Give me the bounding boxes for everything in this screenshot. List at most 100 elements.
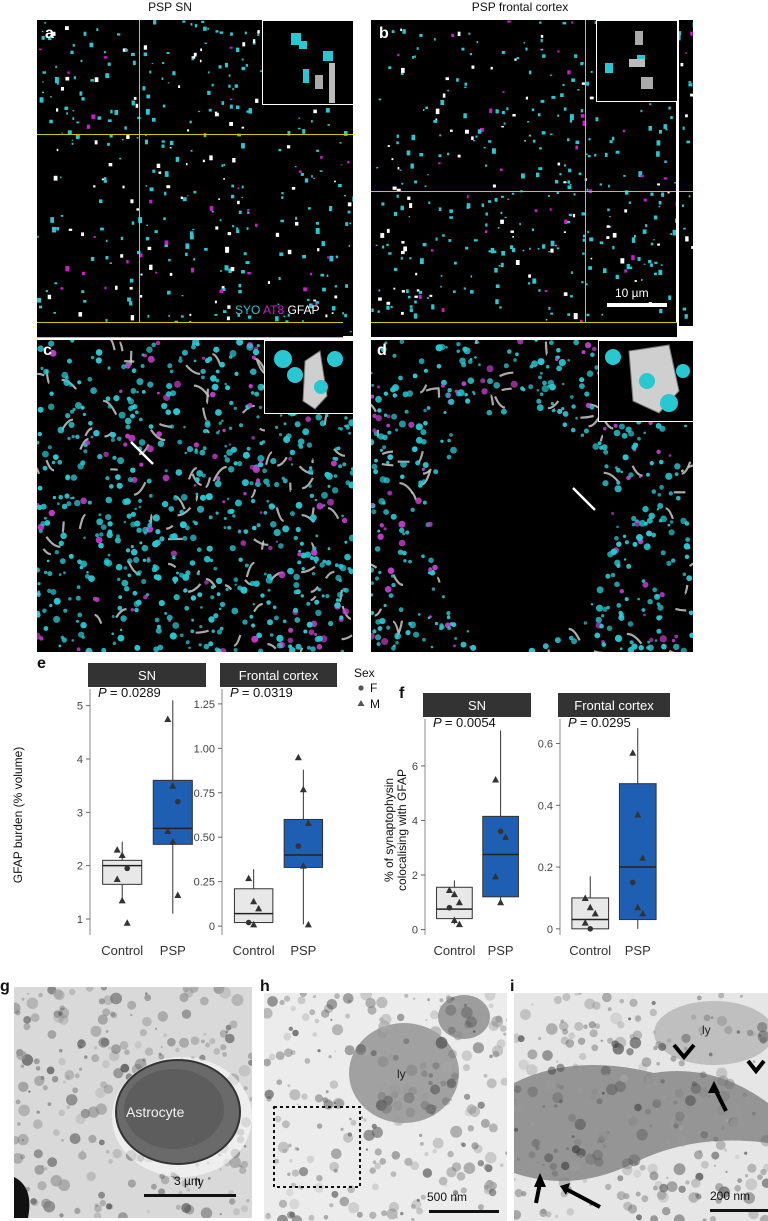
panel-i-em-texture <box>514 993 768 1221</box>
panel-d-arrow <box>572 487 596 511</box>
p-value-annotation: P = 0.0289 <box>98 685 161 700</box>
data-point-male <box>445 886 453 893</box>
data-point-female <box>446 904 453 911</box>
panel-c-surfaces <box>37 340 353 652</box>
y-tick-label: 0 <box>209 921 215 933</box>
facet-header <box>88 663 206 687</box>
y-tick-label: 5 <box>77 701 83 713</box>
scale-bar-b-label: 10 µm <box>615 286 649 300</box>
data-point-male <box>450 890 458 898</box>
panel-b-orthogonal-strip-bottom <box>371 322 677 337</box>
facet-label: SN <box>468 698 486 713</box>
panel-b-inset <box>596 20 678 102</box>
data-point-female <box>245 919 252 926</box>
p-value-annotation: P = 0.0295 <box>568 715 631 730</box>
panel-a-inset-content <box>291 33 335 103</box>
x-tick-label: Control <box>233 943 275 958</box>
box <box>102 859 143 885</box>
boxplot-1: SN 1 2 3 4 5 GFAP burden (% volume) P = 0.0289 C… <box>11 663 206 958</box>
y-tick-label: 0 <box>547 924 553 936</box>
panel-c-inset <box>264 340 353 414</box>
panel-label-d: d <box>377 342 387 359</box>
box <box>283 818 324 868</box>
column-title-psp-sn: PSP SN <box>148 0 192 14</box>
panel-h-em-texture <box>264 993 507 1221</box>
panel-label-f: f <box>399 685 405 702</box>
panel-h-em-image: ly 500 nm <box>264 993 507 1221</box>
panel-b-crosshair-v <box>585 20 586 326</box>
facet-label: Frontal cortex <box>239 668 319 683</box>
ly-label-i: ly <box>702 1023 711 1037</box>
panel-c-arrow <box>130 441 154 465</box>
data-point-female <box>497 828 504 835</box>
box <box>152 779 193 845</box>
data-point-male <box>294 753 302 761</box>
scale-bar-g-label: 3 µm <box>174 1174 201 1188</box>
data-point-male <box>169 782 177 789</box>
panel-g-em-texture <box>14 987 252 1218</box>
y-tick-label: 0.50 <box>194 832 215 844</box>
facet-label: Frontal cortex <box>574 698 654 713</box>
box <box>618 783 657 921</box>
x-tick-label: Control <box>101 943 143 958</box>
boxplot-2: Frontal cortex 0 0.25 0.50 0.75 1.00 1.25 P = 0… <box>194 663 337 958</box>
panel-c-inset-content <box>274 350 343 410</box>
data-point-male <box>502 833 510 840</box>
panel-a-inset <box>262 20 353 105</box>
data-point-male <box>118 851 126 858</box>
y-tick-label: 0.2 <box>538 862 553 874</box>
data-point-male <box>250 920 258 928</box>
panel-a-confocal-image: a SYO AT8 GFAP <box>37 20 353 336</box>
data-point-male <box>492 872 500 880</box>
legend-male-label: M <box>370 697 380 711</box>
y-tick-label: 4 <box>77 754 83 766</box>
legend-gfap: GFAP <box>287 303 320 317</box>
scale-bar-i <box>710 1209 768 1212</box>
data-point-female <box>587 926 594 932</box>
facet-header <box>423 693 531 717</box>
y-tick-label: 1.00 <box>194 743 215 755</box>
data-point-male <box>304 819 312 826</box>
ly-label-h: ly <box>397 1067 406 1081</box>
p-value-annotation: P = 0.0319 <box>230 685 293 700</box>
data-point-male <box>581 894 589 901</box>
sex-legend-title: Sex <box>354 666 375 680</box>
legend-female-label: F <box>370 681 377 695</box>
panel-d-inset-content <box>605 344 690 414</box>
p-value-annotation: P = 0.0054 <box>433 715 496 730</box>
scale-bar-h <box>429 1210 499 1213</box>
y-tick-label: 2 <box>412 870 418 882</box>
column-title-psp-frontal-cortex: PSP frontal cortex <box>471 0 569 14</box>
box <box>233 888 274 924</box>
facet-header <box>558 693 670 717</box>
y-tick-label: 6 <box>412 761 418 773</box>
panel-a-orthogonal-strip-bottom <box>37 322 343 338</box>
legend-syo: SYO <box>235 303 261 317</box>
astrocyte-label: Astrocyte <box>126 1104 185 1120</box>
x-tick-label: PSP <box>488 943 514 958</box>
data-point-male <box>492 776 500 783</box>
y-tick-label: 2 <box>77 861 83 873</box>
x-tick-label: Control <box>433 943 475 958</box>
data-point-male <box>164 827 172 834</box>
panel-label-b: b <box>379 25 389 42</box>
data-point-male <box>629 749 637 756</box>
data-point-male <box>123 919 131 926</box>
y-tick-label: 4 <box>412 815 418 827</box>
y-axis-label: % of synaptophysin <box>382 778 396 882</box>
data-point-male <box>455 920 463 928</box>
data-point-male <box>299 862 307 869</box>
y-axis-label: colocalising with GFAP <box>395 769 409 891</box>
data-point-male <box>164 715 172 722</box>
data-point-male <box>299 785 307 793</box>
y-tick-label: 1 <box>77 914 83 926</box>
scale-bar-g <box>144 1194 236 1197</box>
data-point-male <box>586 903 594 911</box>
stain-legend: SYO AT8 GFAP <box>235 303 320 317</box>
y-tick-label: 0 <box>412 925 418 937</box>
x-tick-label: Control <box>569 943 611 958</box>
panel-a-crosshair-h <box>37 134 353 135</box>
arrowhead-icon <box>746 1059 766 1075</box>
x-tick-label: PSP <box>290 943 316 958</box>
